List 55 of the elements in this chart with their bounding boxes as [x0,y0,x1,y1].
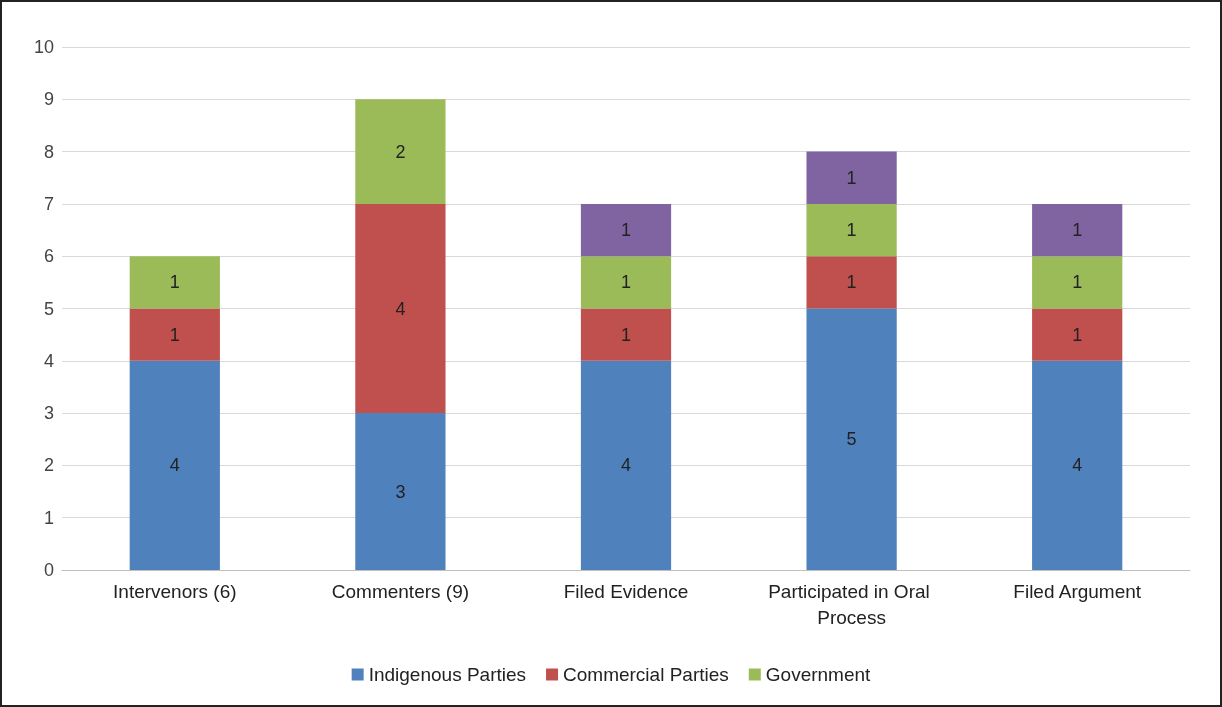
data-label: 5 [846,429,857,450]
bar [129,308,220,361]
legend-label: Government [765,664,872,685]
x-tick-label: Participated in Oral Process [768,580,936,628]
y-tick-label: 2 [43,455,54,476]
bar [580,360,672,570]
data-label: 1 [169,324,180,345]
y-tick-label: 8 [43,141,54,162]
x-tick-label: Filed Evidence [563,580,689,602]
bar [129,360,220,570]
data-label: 1 [620,324,632,345]
bar [580,203,672,257]
y-tick-label: 7 [43,193,54,214]
data-label: 1 [169,272,180,293]
legend-label: Indigenous Parties [368,664,527,685]
bar [806,151,897,204]
bar [1032,308,1123,361]
y-tick-label: 6 [43,246,54,267]
data-label: 4 [620,455,632,476]
x-tick-label: Commenters (9) [331,580,470,602]
y-tick-label: 3 [43,403,54,424]
data-label: 1 [1072,272,1083,293]
bar [806,256,897,309]
x-tick-label: Intervenors (6) [113,580,237,602]
data-label: 1 [1072,220,1083,241]
bar [1032,256,1123,309]
bar [129,256,220,309]
bar [355,99,446,204]
bar [580,256,672,309]
data-label: 3 [395,481,406,502]
y-tick-label: 9 [43,89,54,110]
bar [355,203,446,414]
data-label: 4 [1072,455,1083,476]
bar [806,308,897,570]
data-label: 4 [395,298,406,319]
y-tick-label: 1 [43,507,54,528]
bar [1032,203,1123,257]
bar [355,413,446,570]
y-tick-label: 4 [43,350,54,371]
data-label: 4 [169,455,180,476]
data-label: 2 [395,141,406,162]
data-label: 1 [846,220,857,241]
y-tick-label: 10 [33,37,54,57]
data-label: 1 [1072,324,1083,345]
data-label: 1 [620,272,632,293]
legend-label: Commercial Parties [563,664,729,685]
data-label: 1 [620,220,632,241]
x-tick-label: Filed Argument [1013,580,1142,602]
y-tick-label: 0 [43,560,54,580]
y-tick-label: 5 [43,298,54,319]
data-label: 1 [846,167,857,188]
bar [580,308,672,361]
bar [1032,360,1123,570]
bar [806,203,897,257]
data-label: 1 [846,272,857,293]
